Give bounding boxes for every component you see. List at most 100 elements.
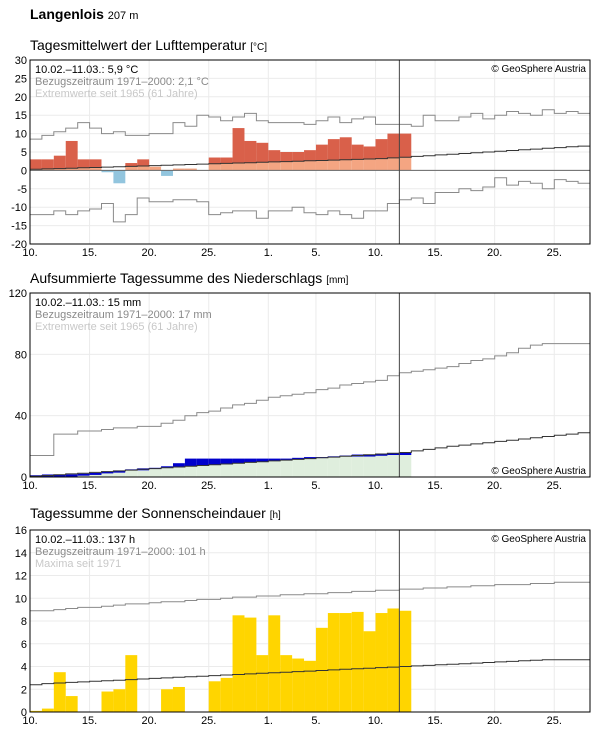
precip-ref-area-25 (327, 457, 340, 477)
temperature-bar-13 (184, 168, 197, 171)
temperature-anomaly-bar-27 (351, 144, 364, 160)
ytick-label: 120 (9, 288, 27, 300)
station-elevation: 207 m (107, 10, 139, 22)
temperature-anomaly-bar-25 (327, 139, 340, 161)
station-name: Langenlois (30, 6, 104, 22)
precip-ref-area-13 (184, 466, 197, 477)
sunshine-bar-22 (292, 658, 305, 712)
temperature-bar-7 (113, 170, 126, 184)
ytick-label: 10 (15, 129, 27, 141)
precip-ref-area-21 (280, 460, 293, 477)
temperature-bar-23 (304, 160, 316, 171)
extreme-min-line (30, 177, 590, 223)
temperature-bar-29 (375, 158, 388, 171)
temperature-bar-18 (244, 162, 257, 171)
precip-ref-area-27 (351, 455, 364, 477)
temperature-anomaly-bar-18 (244, 140, 257, 163)
temperature-anomaly-bar-26 (339, 137, 352, 160)
temperature-bar-17 (232, 163, 245, 171)
precip-ref-area-8 (125, 470, 138, 477)
xtick-label: 10. (368, 715, 383, 727)
ytick-label: 2 (21, 684, 27, 696)
plot-frame (29, 292, 591, 478)
sunshine-title: Tagessumme der Sonnenscheindauer [h] (30, 505, 281, 521)
temperature-anomaly-bar-4 (77, 159, 90, 168)
precip-excess-23 (304, 457, 316, 459)
xtick-label: 10. (22, 715, 37, 727)
temperature-bar-3 (65, 168, 78, 171)
precip-excess-20 (268, 458, 281, 461)
precipitation-title: Aufsummierte Tagessumme des Niederschlag… (30, 270, 349, 286)
ytick-label: 15 (15, 110, 27, 122)
sunshine-bar-27 (351, 611, 364, 712)
xtick-label: 10. (22, 247, 37, 259)
temperature-bar-16 (220, 163, 233, 171)
copyright-label: © GeoSphere Austria (491, 466, 586, 477)
ytick-label: 4 (21, 662, 27, 674)
sunshine-bar-15 (208, 681, 221, 712)
sunshine-bar-26 (339, 613, 352, 712)
temperature-anomaly-bar-20 (268, 150, 281, 162)
temperature-bar-6 (101, 170, 114, 173)
temperature-bar-26 (339, 159, 352, 171)
reference-line (30, 145, 590, 170)
extreme-max-line (30, 109, 590, 140)
sunshine-bar-0 (30, 710, 42, 712)
temperature-bar-15 (208, 163, 221, 171)
precip-excess-14 (196, 458, 209, 466)
precip-excess-19 (256, 458, 269, 462)
precip-ref-area-19 (256, 461, 269, 477)
xtick-label: 10. (368, 247, 383, 259)
sunshine-bar-8 (125, 655, 138, 712)
precip-ref-area-11 (161, 467, 173, 477)
temperature-bar-4 (77, 167, 90, 171)
sunshine-bar-31 (399, 610, 412, 712)
ytick-label: 10 (15, 593, 27, 605)
ytick-label: -20 (11, 239, 27, 251)
ytick-label: 12 (15, 571, 27, 583)
temperature-anomaly-bar-30 (387, 133, 400, 158)
xtick-label: 15. (82, 247, 97, 259)
sunshine-bar-3 (65, 696, 78, 712)
ytick-label: 20 (15, 92, 27, 104)
xtick-label: 20. (142, 715, 157, 727)
sunshine-bar-25 (327, 613, 340, 712)
sunshine-bar-11 (161, 689, 173, 712)
ytick-label: 0 (21, 707, 27, 719)
ytick-label: 25 (15, 73, 27, 85)
precip-ref-area-9 (137, 469, 150, 477)
temperature-bar-19 (256, 162, 269, 171)
sunshine-bar-20 (268, 615, 281, 712)
precip-excess-21 (280, 458, 293, 461)
temperature-anomaly-bar-2 (53, 155, 66, 169)
temperature-bar-28 (363, 158, 376, 171)
precip-ref-area-10 (149, 468, 162, 477)
temperature-bar-9 (137, 165, 150, 171)
ytick-label: 14 (15, 548, 27, 560)
sunshine-bar-18 (244, 617, 257, 712)
precip-ref-area-26 (339, 456, 352, 477)
ytick-label: -15 (11, 221, 27, 233)
sunshine-bar-28 (363, 631, 376, 712)
precip-excess-22 (292, 457, 305, 460)
precip-ref-area-18 (244, 462, 257, 477)
temperature-bar-27 (351, 159, 364, 171)
xtick-label: 1. (264, 715, 273, 727)
precip-ref-area-23 (304, 458, 316, 477)
xtick-label: 15. (82, 480, 97, 492)
temperature-bar-12 (172, 168, 185, 171)
precip-ref-area-6 (101, 472, 114, 477)
sunshine-bar-1 (41, 708, 54, 712)
ytick-label: 0 (21, 165, 27, 177)
reference-line (30, 432, 590, 477)
temperature-anomaly-bar-17 (232, 128, 245, 164)
xtick-label: 25. (547, 247, 562, 259)
legend-line-0: 10.02.–11.03.: 5,9 °C (35, 64, 138, 76)
precip-ref-area-22 (292, 459, 305, 477)
copyright-label: © GeoSphere Austria (491, 64, 586, 75)
xtick-label: 15. (427, 715, 442, 727)
ytick-label: 6 (21, 639, 27, 651)
